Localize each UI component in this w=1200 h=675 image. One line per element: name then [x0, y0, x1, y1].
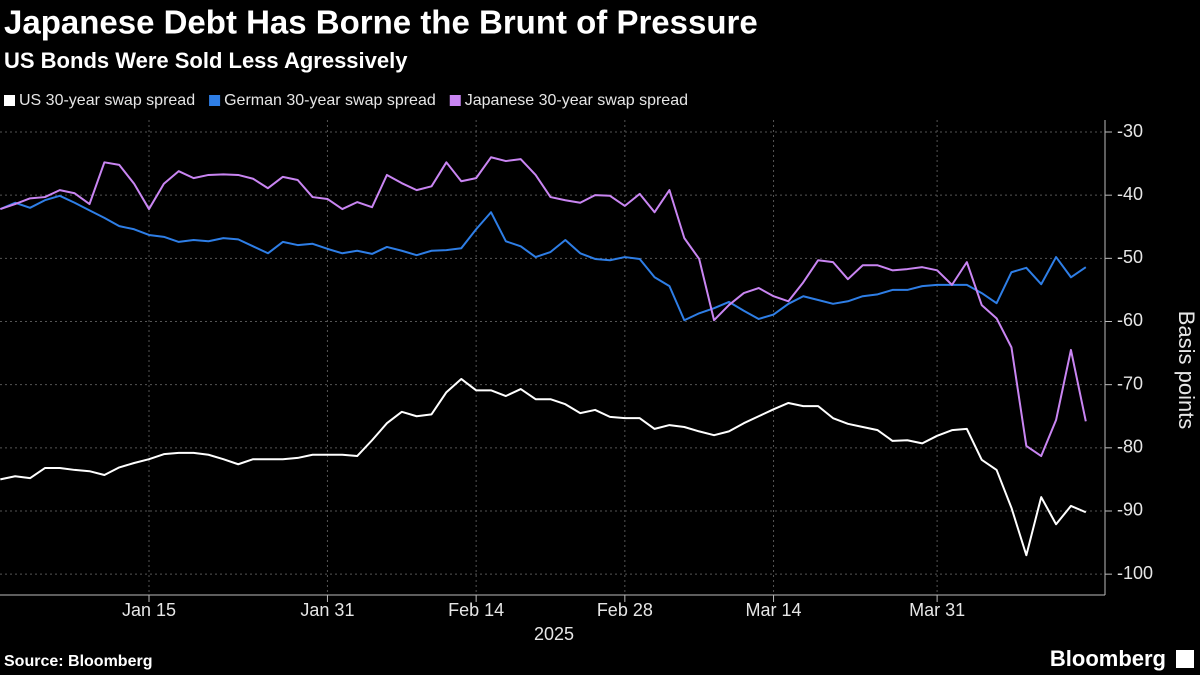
legend-swatch [449, 95, 461, 106]
legend-label: Japanese 30-year swap spread [465, 92, 688, 109]
y-tick-label: -80 [1117, 437, 1143, 457]
y-tick-label: -100 [1117, 563, 1153, 583]
y-tick-label: -70 [1117, 373, 1143, 393]
x-tick-label: Jan 15 [122, 600, 176, 620]
brand: Bloomberg [1050, 646, 1166, 671]
legend-swatch [209, 95, 221, 106]
y-tick-label: -40 [1117, 184, 1143, 204]
x-tick-label: Feb 14 [448, 600, 504, 620]
chart-subtitle: US Bonds Were Sold Less Agressively [4, 48, 408, 73]
x-tick-label: Mar 31 [909, 600, 965, 620]
brand-icon [1176, 650, 1194, 668]
x-tick-label: Mar 14 [746, 600, 802, 620]
legend-label: US 30-year swap spread [19, 92, 195, 109]
x-axis-label: 2025 [534, 624, 574, 644]
y-tick-label: -90 [1117, 500, 1143, 520]
legend-label: German 30-year swap spread [224, 92, 436, 109]
y-axis-label: Basis points [1174, 311, 1199, 430]
source: Source: Bloomberg [4, 653, 152, 670]
series-line [0, 377, 1087, 557]
x-tick-label: Jan 31 [300, 600, 354, 620]
y-tick-label: -50 [1117, 247, 1143, 267]
y-tick-label: -30 [1117, 121, 1143, 141]
y-tick-label: -60 [1117, 310, 1143, 330]
series-line [0, 156, 1087, 458]
chart-title: Japanese Debt Has Borne the Brunt of Pre… [4, 4, 758, 41]
x-tick-label: Feb 28 [597, 600, 653, 620]
legend-swatch [4, 95, 15, 106]
series-line [0, 194, 1087, 322]
